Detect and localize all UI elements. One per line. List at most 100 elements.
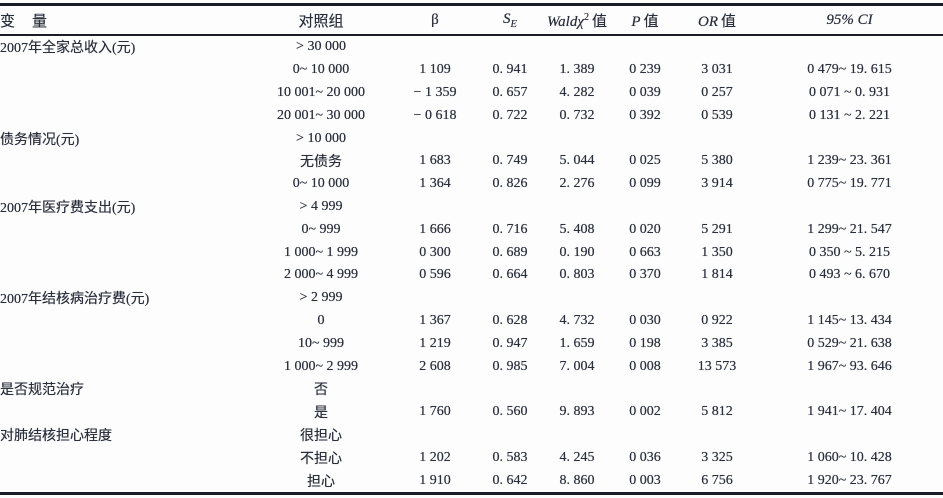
cell-wald-chi2 [542, 287, 612, 310]
cell-ci-95: 1 060~ 10. 428 [807, 449, 892, 465]
cell-variable [0, 469, 250, 493]
cell-ci-95: 1 145~ 13. 434 [807, 312, 892, 328]
table-row: 0~ 10 000 1 109 0. 941 1. 389 0 239 3 031 0 47… [0, 59, 943, 82]
cell-control-group: 0~ 999 [301, 221, 341, 237]
cell-ci-95 [756, 127, 943, 150]
cell-beta: 1 910 [419, 472, 451, 488]
cell-variable [0, 241, 250, 264]
cell-wald-chi2: 0. 732 [559, 107, 595, 123]
cell-control-group: > 30 000 [296, 39, 346, 55]
cell-control-group: 是 [314, 406, 328, 422]
cell-ci-95 [756, 378, 943, 401]
table-row: 2007年全家总收入(元) > 30 000 [0, 35, 943, 59]
cell-control-group: 10~ 999 [297, 335, 345, 351]
cell-se: 0. 985 [492, 358, 528, 374]
cell-p-value [612, 287, 678, 310]
cell-se: 0. 664 [492, 267, 528, 283]
cell-se [478, 196, 542, 219]
cell-p-value: 0 008 [629, 358, 661, 374]
cell-se: 0. 947 [492, 335, 528, 351]
cell-or-value [678, 378, 756, 401]
cell-se: 0. 628 [492, 312, 528, 328]
cell-beta [392, 287, 478, 310]
cell-beta [392, 378, 478, 401]
cell-ci-95: 0 071 ~ 0. 931 [808, 84, 891, 100]
cell-wald-chi2 [542, 35, 612, 59]
col-header-control-group: 对照组 [250, 4, 392, 36]
cell-beta: 1 364 [419, 176, 451, 192]
cell-wald-chi2: 4. 245 [559, 449, 595, 465]
cell-p-value: 0 025 [629, 153, 661, 169]
cell-variable: 2007年医疗费支出(元) [0, 200, 136, 216]
col-header-variable: 变 量 [0, 4, 250, 36]
cell-wald-chi2: 1. 389 [559, 62, 595, 78]
cell-variable: 对肺结核担心程度 [0, 428, 112, 444]
cell-control-group: > 2 999 [299, 290, 343, 306]
cell-or-value: 6 756 [701, 472, 733, 488]
cell-wald-chi2: 0. 190 [559, 244, 595, 260]
cell-variable [0, 332, 250, 355]
cell-control-group: 0~ 10 000 [292, 62, 350, 78]
cell-p-value: 0 030 [629, 312, 661, 328]
cell-beta: − 0 618 [413, 107, 457, 123]
cell-wald-chi2 [542, 424, 612, 447]
cell-variable [0, 104, 250, 127]
cell-variable [0, 264, 250, 287]
cell-ci-95 [756, 35, 943, 59]
cell-wald-chi2: 4. 282 [559, 84, 595, 100]
col-header-ci-95: 95% CI [756, 4, 943, 36]
col-header-se: SE [478, 4, 542, 36]
table-row: 1 000~ 2 999 2 608 0. 985 7. 004 0 008 13 573… [0, 355, 943, 378]
cell-p-value: 0 663 [629, 244, 661, 260]
table-row: 1 000~ 1 999 0 300 0. 689 0. 190 0 663 1 350 0… [0, 241, 943, 264]
cell-p-value: 0 003 [629, 472, 661, 488]
col-header-or-value: OR 值 [678, 4, 756, 36]
table-row: 债务情况(元) > 10 000 [0, 127, 943, 150]
cell-se [478, 378, 542, 401]
table-row: 对肺结核担心程度 很担心 [0, 424, 943, 447]
cell-control-group: > 10 000 [296, 130, 346, 146]
cell-beta: 2 608 [419, 358, 451, 374]
cell-or-value: 0 539 [701, 107, 733, 123]
cell-or-value: 1 350 [701, 244, 733, 260]
cell-se [478, 127, 542, 150]
cell-control-group: 不担心 [300, 451, 342, 467]
cell-se: 0. 826 [492, 176, 528, 192]
cell-p-value: 0 198 [629, 335, 661, 351]
cell-se: 0. 749 [492, 153, 528, 169]
cell-variable: 2007年结核病治疗费(元) [0, 292, 150, 308]
cell-or-value: 5 380 [701, 153, 733, 169]
cell-wald-chi2 [542, 378, 612, 401]
cell-wald-chi2 [542, 127, 612, 150]
cell-or-value: 3 031 [701, 62, 733, 78]
cell-variable: 是否规范治疗 [0, 383, 84, 399]
cell-control-group: 0 [317, 312, 325, 328]
cell-beta: 0 300 [419, 244, 451, 260]
cell-wald-chi2: 4. 732 [559, 312, 595, 328]
cell-ci-95: 0 493 ~ 6. 670 [808, 267, 891, 283]
table-row: 0~ 10 000 1 364 0. 826 2. 276 0 099 3 914 0 77… [0, 173, 943, 196]
cell-ci-95: 0 131 ~ 2. 221 [808, 107, 891, 123]
cell-beta: 1 683 [419, 153, 451, 169]
cell-beta: 1 367 [419, 312, 451, 328]
cell-wald-chi2: 5. 408 [559, 221, 595, 237]
cell-wald-chi2: 5. 044 [559, 153, 595, 169]
table-row: 是 1 760 0. 560 9. 893 0 002 5 812 1 941~ 17. 4… [0, 401, 943, 424]
cell-wald-chi2: 0. 803 [559, 267, 595, 283]
cell-ci-95: 1 239~ 23. 361 [807, 153, 892, 169]
cell-se: 0. 642 [492, 472, 528, 488]
cell-control-group: 无债务 [300, 155, 342, 171]
cell-p-value: 0 099 [629, 176, 661, 192]
cell-variable: 2007年全家总收入(元) [0, 41, 136, 57]
cell-or-value: 3 914 [701, 176, 733, 192]
cell-variable [0, 218, 250, 241]
cell-wald-chi2: 1. 659 [559, 335, 595, 351]
cell-ci-95: 0 529~ 21. 638 [807, 335, 892, 351]
cell-p-value [612, 196, 678, 219]
cell-variable [0, 355, 250, 378]
cell-or-value: 3 325 [701, 449, 733, 465]
cell-beta: 1 219 [419, 335, 451, 351]
